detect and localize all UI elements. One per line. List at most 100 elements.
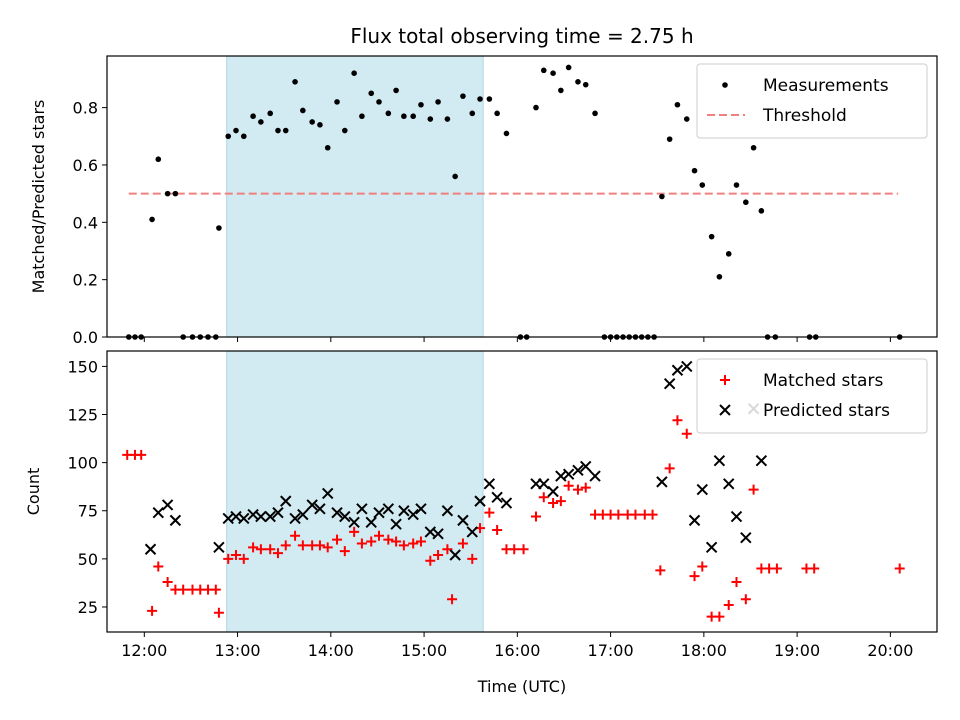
y-tick-label: 50 [78, 550, 98, 569]
data-point [655, 565, 666, 576]
x-tick-label: 19:00 [774, 641, 820, 660]
data-point [442, 544, 453, 555]
data-point [275, 127, 281, 134]
data-point [248, 542, 259, 553]
legend-label: Measurements [763, 76, 889, 96]
data-point [592, 110, 598, 117]
data-point [755, 454, 768, 467]
data-point [238, 553, 249, 564]
data-point [689, 571, 700, 582]
x-axis-label: Time (UTC) [477, 677, 566, 696]
data-point [169, 514, 182, 527]
data-point [474, 495, 486, 507]
x-tick-label: 16:00 [494, 641, 540, 660]
data-point [467, 553, 478, 564]
data-point [280, 540, 291, 551]
data-point [696, 483, 709, 496]
data-point [152, 506, 164, 519]
data-point [647, 509, 658, 520]
data-point [210, 584, 221, 595]
chart-title: Flux total observing time = 2.75 h [350, 24, 693, 48]
data-point [758, 208, 765, 214]
axes-frame [106, 350, 938, 633]
data-point [314, 503, 326, 515]
data-point [155, 156, 162, 163]
data-point [231, 550, 242, 561]
data-point [433, 550, 444, 561]
data-point [697, 561, 708, 572]
data-point [484, 507, 495, 518]
data-point [681, 428, 692, 439]
observing-window-shade [226, 55, 484, 338]
data-point [382, 503, 395, 515]
data-point [349, 526, 360, 537]
data-point [297, 508, 309, 521]
data-point [575, 79, 581, 85]
data-point [630, 509, 641, 520]
data-point [292, 79, 298, 85]
legend-label: Threshold [762, 106, 847, 126]
data-point [444, 116, 451, 122]
data-point [365, 516, 377, 529]
data-point [716, 273, 723, 280]
x-tick-label: 18:00 [681, 641, 727, 660]
data-point [469, 110, 476, 117]
data-point [503, 130, 510, 137]
data-point [733, 182, 740, 188]
data-point [398, 505, 410, 517]
data-point [449, 549, 461, 561]
data-point [672, 415, 683, 426]
data-point [538, 478, 550, 490]
data-point [708, 233, 715, 240]
data-point [300, 107, 306, 114]
data-point [683, 116, 690, 122]
data-point [264, 510, 276, 523]
data-point [368, 90, 375, 97]
data-point [681, 360, 693, 373]
data-point [457, 514, 469, 527]
data-point [415, 536, 426, 547]
data-point [314, 540, 325, 551]
data-point [477, 96, 483, 102]
data-point [538, 492, 549, 503]
data-point [255, 510, 267, 523]
data-point [240, 133, 247, 140]
data-point [725, 251, 732, 257]
series-predicted-stars [144, 360, 768, 561]
data-point [334, 99, 340, 105]
data-point [223, 553, 234, 564]
data-point [366, 536, 377, 547]
data-point [359, 113, 365, 120]
data-point [548, 498, 559, 509]
data-point [374, 530, 385, 541]
data-point [410, 113, 416, 120]
data-point [674, 101, 681, 108]
y-tick-label: 100 [67, 454, 98, 473]
data-point [894, 563, 905, 574]
data-point [509, 544, 520, 555]
series-matched-stars [122, 415, 905, 622]
data-point [415, 503, 427, 515]
data-point [713, 454, 726, 467]
bottom-panel-counts: 25 50 75 100 125 150 12:00 13:00 14:00 15:00 16:00… [24, 350, 938, 660]
data-point [348, 516, 360, 529]
data-point [233, 127, 239, 134]
data-point [540, 67, 547, 74]
y-tick-label: 0.6 [73, 156, 98, 175]
y-tick-label: 0.0 [73, 328, 98, 347]
data-point [580, 482, 591, 493]
data-point [162, 576, 173, 587]
observing-window-shade [226, 350, 484, 633]
data-point [213, 607, 224, 618]
data-point [351, 70, 357, 77]
data-point [147, 605, 158, 616]
data-point [401, 113, 407, 120]
data-point [213, 541, 225, 554]
data-point [740, 531, 752, 544]
data-point [565, 64, 572, 71]
data-point [280, 495, 292, 507]
legend-box [696, 358, 928, 434]
data-point [427, 116, 434, 122]
y-tick-label: 150 [67, 357, 98, 376]
data-point [317, 122, 323, 128]
